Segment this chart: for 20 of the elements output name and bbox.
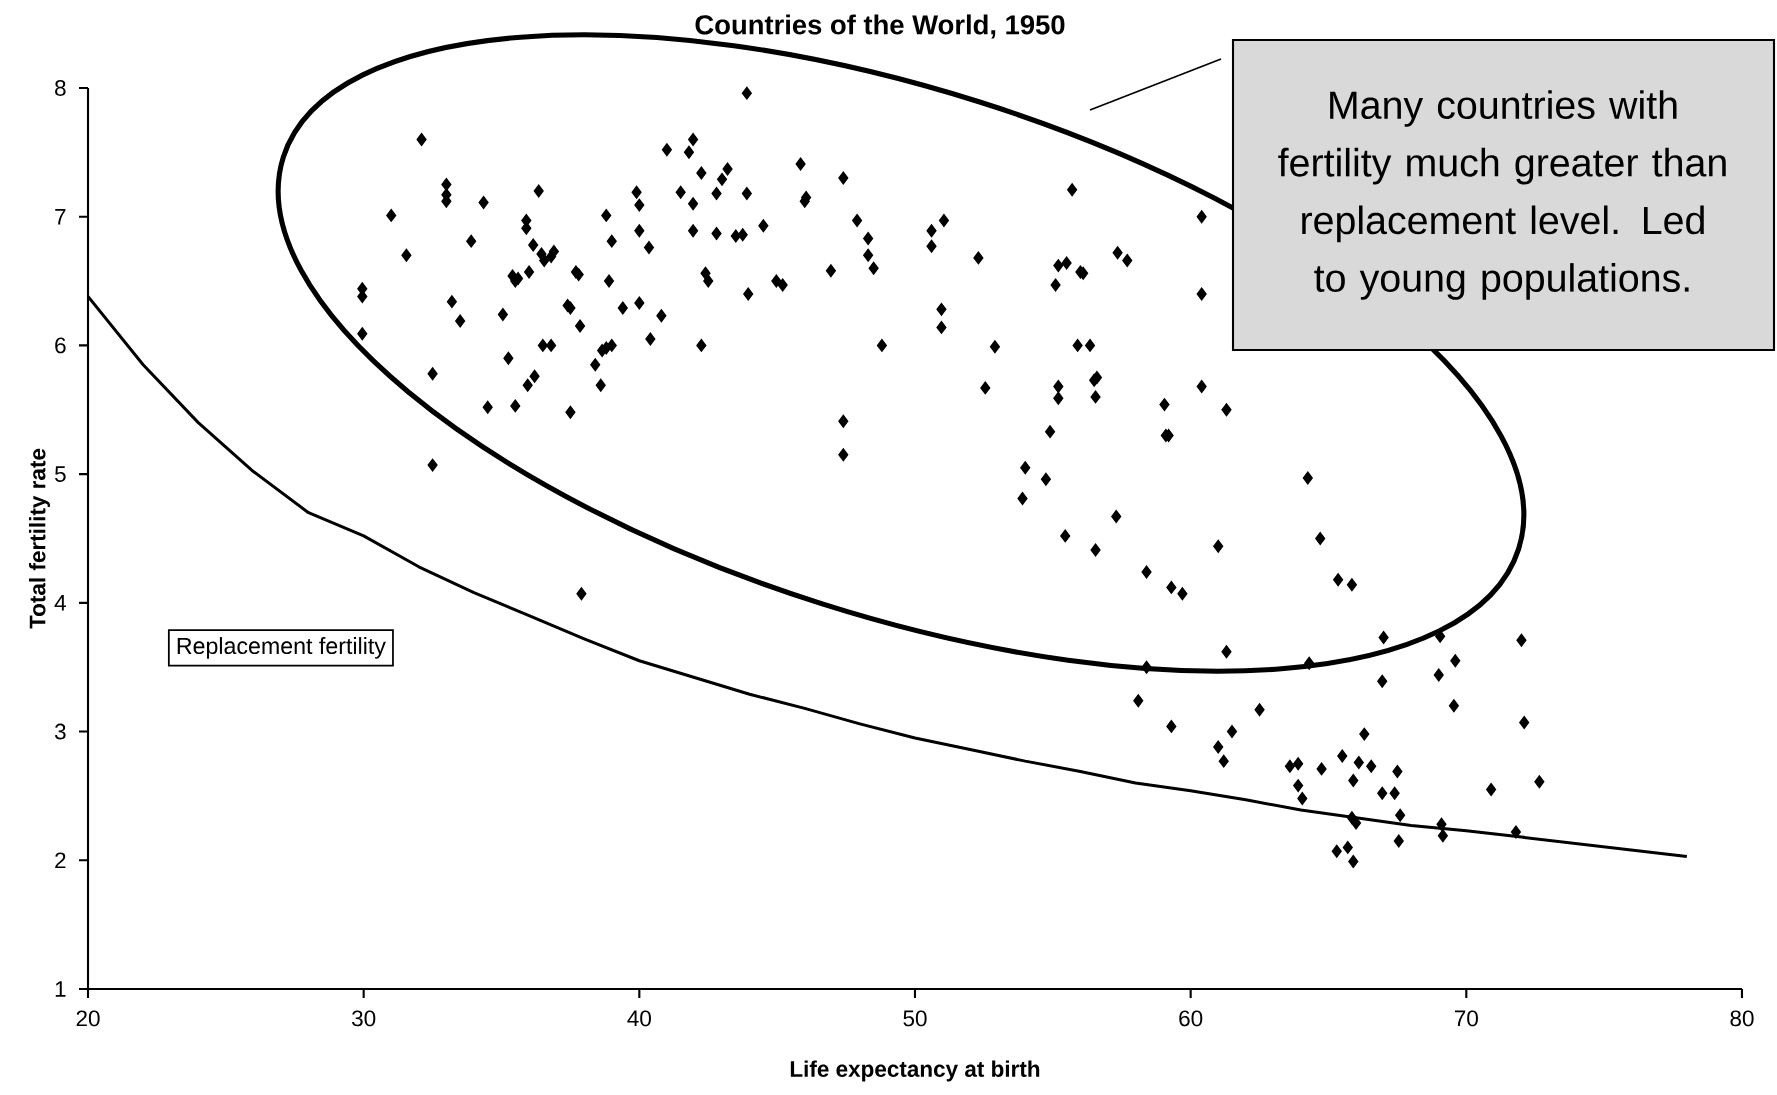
y-tick-label: 1 [55, 981, 66, 997]
x-tick-label: 80 [1730, 1010, 1754, 1027]
y-tick-label: 6 [55, 337, 66, 354]
y-tick-label: 5 [54, 466, 66, 482]
x-tick-label: 40 [627, 1010, 651, 1027]
text: Replacement fertility [177, 637, 386, 659]
y-tick-label: 7 [55, 208, 66, 225]
x-tick-label: 50 [903, 1010, 927, 1027]
x-tick-label: 20 [76, 1010, 100, 1027]
y-tick-label: 3 [54, 723, 66, 740]
y-tick-label: 2 [55, 852, 66, 869]
chart-title: Countries of the World, 1950 [695, 14, 1065, 39]
annotation: Many countries with fertility much greater than replacement level. Led to young populations. [1278, 90, 1726, 300]
y-tick-label: 4 [54, 595, 66, 611]
x-tick-label: 70 [1454, 1010, 1478, 1027]
x-tick-label: 30 [352, 1010, 376, 1027]
y-tick-label: 8 [55, 80, 66, 96]
x-axis-title: Life expectancy at birth [790, 1060, 1040, 1082]
x-tick-label: 60 [1179, 1010, 1203, 1027]
y-axis-title: Total fertility rate [28, 448, 50, 629]
